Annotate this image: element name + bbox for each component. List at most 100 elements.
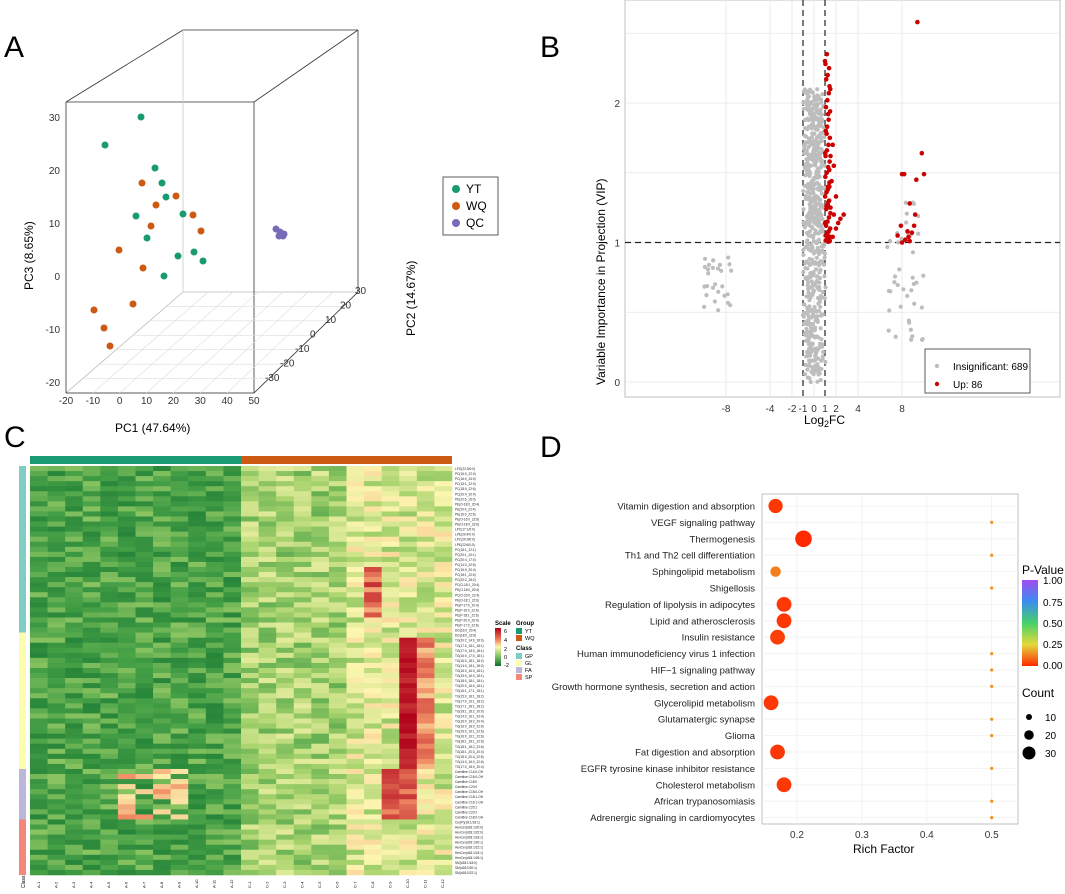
heatmap-cell	[135, 859, 154, 866]
heatmap-cell	[47, 753, 66, 760]
heatmap-cell	[311, 869, 330, 876]
heatmap-cell	[223, 733, 242, 739]
volcano-plot-area	[624, 0, 1061, 398]
heatmap-row-label: TG(17:0_18:1_18:1)	[455, 644, 484, 648]
heatmap-cell	[30, 849, 48, 856]
heatmap-cell	[117, 536, 136, 543]
heatmap-cell	[65, 657, 84, 664]
heatmap-cell	[416, 652, 435, 659]
heatmap-cell	[399, 667, 418, 674]
heatmap-cell	[117, 597, 136, 603]
heatmap-cell	[416, 809, 435, 815]
heatmap-cell	[82, 758, 101, 765]
heatmap-cell	[416, 779, 435, 785]
heatmap-cell	[328, 572, 347, 578]
heatmap-cell	[153, 698, 171, 704]
heatmap-cell	[346, 476, 365, 482]
heatmap-cell	[117, 541, 136, 548]
pca-z-tick: 30	[49, 113, 61, 124]
heatmap-cell	[82, 531, 101, 537]
heatmap-cell	[205, 703, 224, 709]
heatmap-cell	[30, 597, 48, 603]
heatmap-cell	[328, 753, 347, 760]
heatmap-cell	[100, 799, 119, 805]
panel-letter-c: C	[4, 421, 26, 454]
heatmap-cell	[82, 819, 101, 825]
heatmap-cell	[135, 531, 154, 537]
heatmap-cell	[276, 511, 295, 517]
pca-point-yt	[160, 272, 168, 280]
volcano-point-insignificant	[811, 239, 816, 244]
volcano-point-insignificant	[909, 288, 914, 293]
heatmap-cell	[65, 551, 84, 558]
heatmap-cell	[205, 779, 224, 785]
heatmap-cell	[399, 743, 418, 750]
heatmap-cell	[276, 693, 295, 699]
pca-point-yt	[199, 257, 207, 265]
heatmap-cell	[364, 804, 382, 810]
heatmap-cell	[258, 748, 277, 755]
volcano-point-insignificant	[729, 268, 734, 273]
heatmap-cell	[223, 708, 242, 714]
heatmap-cell	[399, 683, 418, 689]
volcano-point-insignificant	[808, 198, 813, 203]
heatmap-cell	[258, 526, 277, 532]
heatmap-row-label: Carnitine C18:1-OH	[455, 795, 484, 799]
heatmap-cell	[153, 642, 171, 649]
heatmap-cell	[328, 577, 347, 583]
volcano-point-insignificant	[805, 312, 810, 317]
heatmap-row-label: HexCer(d18:1/22:1)	[455, 846, 483, 850]
heatmap-cell	[205, 582, 224, 588]
heatmap-cell	[223, 531, 242, 537]
bubble-ticks: 0.2 0.3 0.4 0.5	[790, 830, 999, 841]
heatmap-cell	[311, 657, 330, 664]
volcano-point-insignificant	[702, 304, 707, 310]
heatmap-cell	[188, 804, 207, 810]
heatmap-cell	[82, 809, 101, 815]
volcano-point-insignificant	[815, 186, 820, 191]
heatmap-cell	[30, 678, 48, 684]
heatmap-cell	[276, 637, 295, 644]
heatmap-cell	[100, 577, 119, 583]
heatmap-cell	[381, 814, 400, 820]
heatmap-cell	[276, 602, 295, 608]
volcano-point-insignificant	[812, 95, 817, 101]
volcano-point-insignificant	[812, 154, 817, 159]
heatmap-cell	[399, 728, 418, 734]
heatmap-cell	[434, 486, 453, 492]
heatmap-cell	[276, 597, 295, 603]
heatmap-cell	[434, 526, 453, 532]
heatmap-cell	[188, 794, 207, 800]
pca-point-yt	[143, 234, 151, 242]
heatmap-col-label: C-7	[352, 881, 357, 888]
heatmap-cell	[381, 723, 400, 729]
heatmap-cell	[117, 673, 136, 679]
heatmap-cell	[293, 642, 312, 649]
heatmap-cell	[47, 743, 66, 750]
heatmap-cell	[47, 612, 66, 618]
heatmap-cell	[100, 476, 119, 482]
heatmap-cell	[311, 582, 330, 588]
heatmap-class-gp-swatch	[516, 653, 522, 659]
heatmap-cell	[135, 501, 154, 507]
heatmap-cell	[328, 516, 347, 522]
heatmap-cell	[153, 541, 171, 548]
heatmap-cell	[100, 587, 119, 593]
heatmap-cell	[258, 834, 277, 840]
heatmap-cell	[82, 471, 101, 477]
volcano-point-insignificant	[816, 150, 821, 155]
heatmap-cell	[223, 627, 242, 633]
heatmap-cell	[65, 728, 84, 734]
heatmap-cell	[258, 501, 277, 507]
heatmap-cell	[153, 713, 171, 719]
heatmap-cell	[364, 516, 382, 522]
heatmap-cell	[100, 536, 119, 543]
heatmap-cell	[364, 511, 382, 517]
heatmap-row-label: PE(P-17:0_20:4)	[455, 603, 479, 607]
heatmap-cell	[346, 799, 365, 805]
heatmap-cell	[117, 733, 136, 739]
heatmap-cells	[30, 466, 453, 876]
heatmap-cell	[416, 849, 435, 856]
volcano-point-up	[827, 184, 832, 189]
volcano-point-insignificant	[813, 325, 818, 330]
